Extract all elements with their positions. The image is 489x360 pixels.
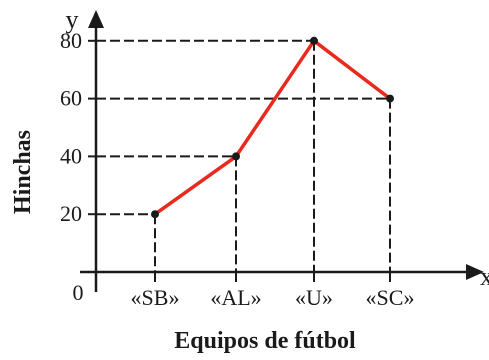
series-line <box>153 39 392 216</box>
data-point <box>232 152 240 161</box>
x-tick-label: «SC» <box>366 285 415 310</box>
y-axis-label: Hinchas <box>10 130 36 214</box>
y-axis-letter: y <box>66 5 79 34</box>
data-point <box>310 36 318 45</box>
data-points <box>151 36 394 219</box>
y-tick-label: 20 <box>60 201 82 226</box>
data-point <box>386 94 394 103</box>
series-segment <box>312 39 392 101</box>
y-tick-label: 80 <box>60 28 82 53</box>
origin-label: 0 <box>73 280 84 305</box>
x-tick-label: «U» <box>295 285 333 310</box>
x-tick-label: «SB» <box>131 285 180 310</box>
guide-lines <box>96 39 391 272</box>
data-point <box>151 210 159 219</box>
x-tick-label: «AL» <box>210 285 261 310</box>
series-segment <box>153 154 238 216</box>
y-tick-label: 60 <box>60 86 82 111</box>
x-axis-letter: x <box>480 262 489 291</box>
y-tick-label: 40 <box>60 143 82 168</box>
x-axis-arrow <box>466 264 484 280</box>
x-axis-label: Equipos de fútbol <box>174 328 356 354</box>
series-segment <box>234 39 316 159</box>
x-tick-labels: «SB» «AL» «U» «SC» <box>131 285 415 310</box>
y-axis-arrow <box>88 10 104 28</box>
y-tick-labels: 20 40 60 80 <box>60 28 82 226</box>
tick-marks <box>88 39 391 282</box>
axes <box>80 10 484 292</box>
